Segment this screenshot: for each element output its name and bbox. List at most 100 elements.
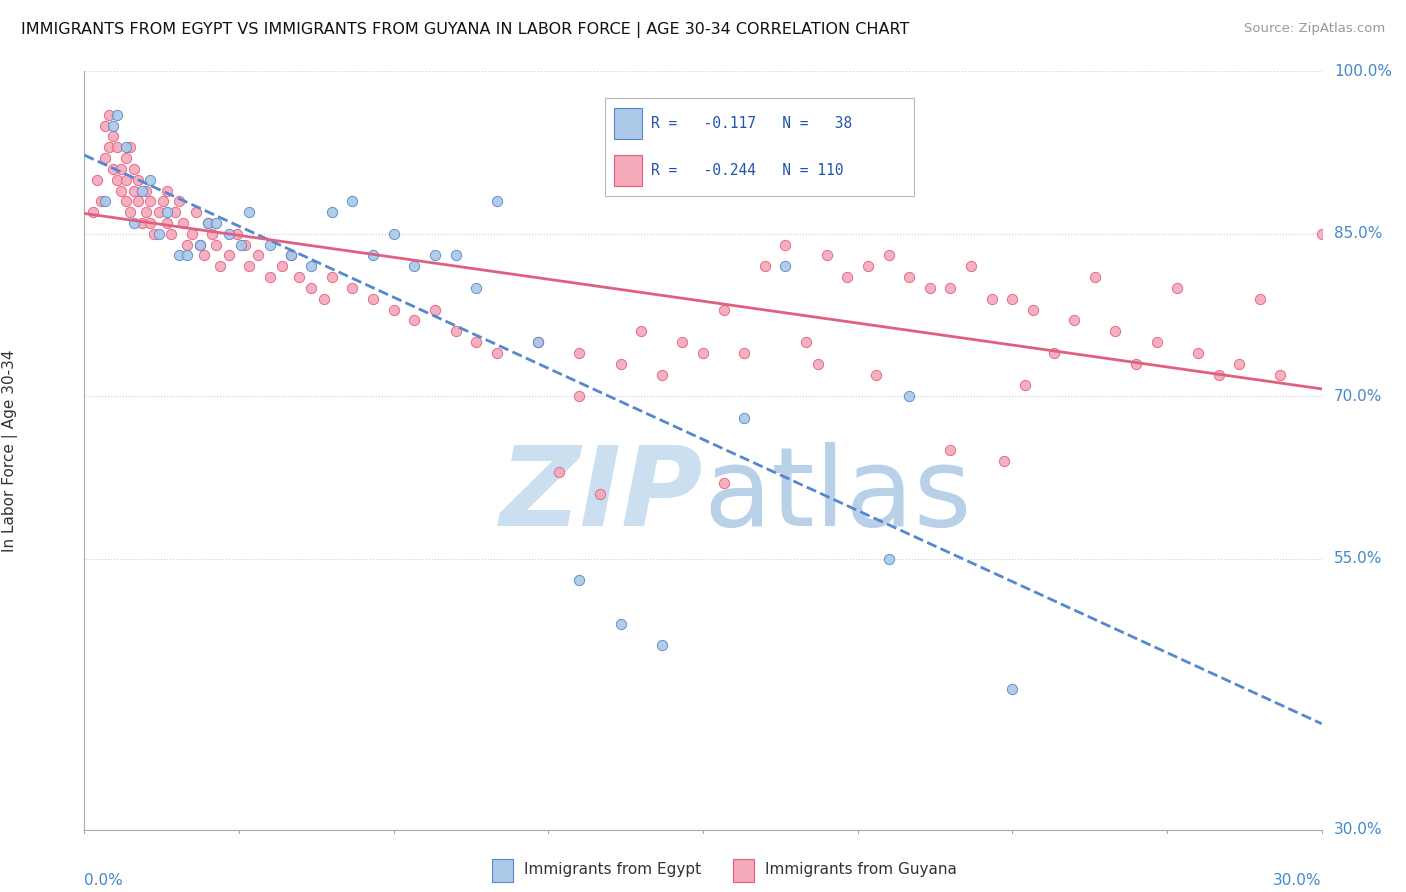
Point — [205, 237, 228, 252]
Point — [114, 194, 136, 209]
Point — [837, 270, 859, 285]
Point — [246, 248, 269, 262]
Point — [197, 216, 219, 230]
Point — [960, 260, 983, 274]
Point — [1146, 335, 1168, 350]
Point — [1063, 313, 1085, 327]
Point — [382, 227, 405, 241]
Point — [218, 227, 240, 241]
Point — [342, 194, 364, 209]
Point — [754, 260, 776, 274]
Point — [280, 248, 302, 262]
Point — [94, 151, 117, 165]
Point — [589, 487, 612, 501]
Point — [209, 260, 232, 274]
Text: 30.0%: 30.0% — [1274, 873, 1322, 888]
Text: In Labor Force | Age 30-34: In Labor Force | Age 30-34 — [3, 349, 18, 552]
Point — [226, 227, 249, 241]
Point — [238, 205, 260, 219]
Point — [939, 281, 962, 295]
Point — [259, 237, 281, 252]
Point — [856, 260, 879, 274]
Point — [188, 237, 211, 252]
Point — [299, 281, 322, 295]
Point — [139, 194, 162, 209]
Text: IMMIGRANTS FROM EGYPT VS IMMIGRANTS FROM GUYANA IN LABOR FORCE | AGE 30-34 CORRE: IMMIGRANTS FROM EGYPT VS IMMIGRANTS FROM… — [21, 22, 910, 38]
Point — [135, 205, 157, 219]
Point — [167, 194, 190, 209]
Point — [877, 551, 900, 566]
Point — [980, 292, 1002, 306]
Point — [1270, 368, 1292, 382]
Point — [82, 205, 104, 219]
Point — [139, 216, 162, 230]
Point — [148, 205, 170, 219]
Point — [127, 172, 149, 186]
Point — [94, 194, 117, 209]
Point — [1310, 227, 1333, 241]
Point — [1249, 292, 1271, 306]
Point — [165, 205, 187, 219]
Point — [651, 368, 673, 382]
Point — [465, 335, 488, 350]
Point — [423, 302, 446, 317]
Point — [527, 335, 550, 350]
Point — [733, 346, 755, 360]
Point — [180, 227, 202, 241]
Point — [342, 281, 364, 295]
Text: atlas: atlas — [703, 442, 972, 549]
Point — [1014, 378, 1036, 392]
Point — [794, 335, 817, 350]
Point — [238, 260, 260, 274]
Point — [259, 270, 281, 285]
Point — [321, 205, 343, 219]
Point — [110, 184, 132, 198]
Point — [176, 248, 198, 262]
Point — [105, 140, 128, 154]
Point — [877, 248, 900, 262]
Point — [148, 227, 170, 241]
Text: 30.0%: 30.0% — [1334, 822, 1382, 837]
Point — [193, 248, 215, 262]
Point — [176, 237, 198, 252]
Point — [280, 248, 302, 262]
Point — [993, 454, 1015, 468]
Point — [321, 270, 343, 285]
Point — [229, 237, 252, 252]
Point — [122, 161, 145, 176]
Point — [156, 184, 179, 198]
Point — [1104, 324, 1126, 338]
Point — [733, 411, 755, 425]
Point — [160, 227, 183, 241]
Bar — [733, 859, 754, 882]
Point — [713, 475, 735, 490]
Point — [568, 389, 591, 403]
Point — [1001, 681, 1024, 696]
Point — [110, 161, 132, 176]
Point — [630, 324, 652, 338]
Point — [197, 216, 219, 230]
Point — [775, 260, 797, 274]
Point — [172, 216, 194, 230]
Point — [152, 194, 174, 209]
Point — [184, 205, 207, 219]
Point — [98, 108, 121, 122]
Text: Immigrants from Guyana: Immigrants from Guyana — [765, 863, 956, 877]
Point — [692, 346, 714, 360]
Point — [444, 248, 467, 262]
Point — [105, 108, 128, 122]
Point — [94, 119, 117, 133]
Point — [299, 260, 322, 274]
Point — [898, 389, 921, 403]
Bar — [614, 108, 641, 139]
Point — [122, 184, 145, 198]
Point — [118, 205, 141, 219]
Point — [865, 368, 887, 382]
Point — [568, 574, 591, 588]
Point — [815, 248, 838, 262]
Point — [122, 216, 145, 230]
Point — [609, 616, 631, 631]
Point — [98, 140, 121, 154]
Point — [114, 140, 136, 154]
Text: 55.0%: 55.0% — [1334, 551, 1382, 566]
